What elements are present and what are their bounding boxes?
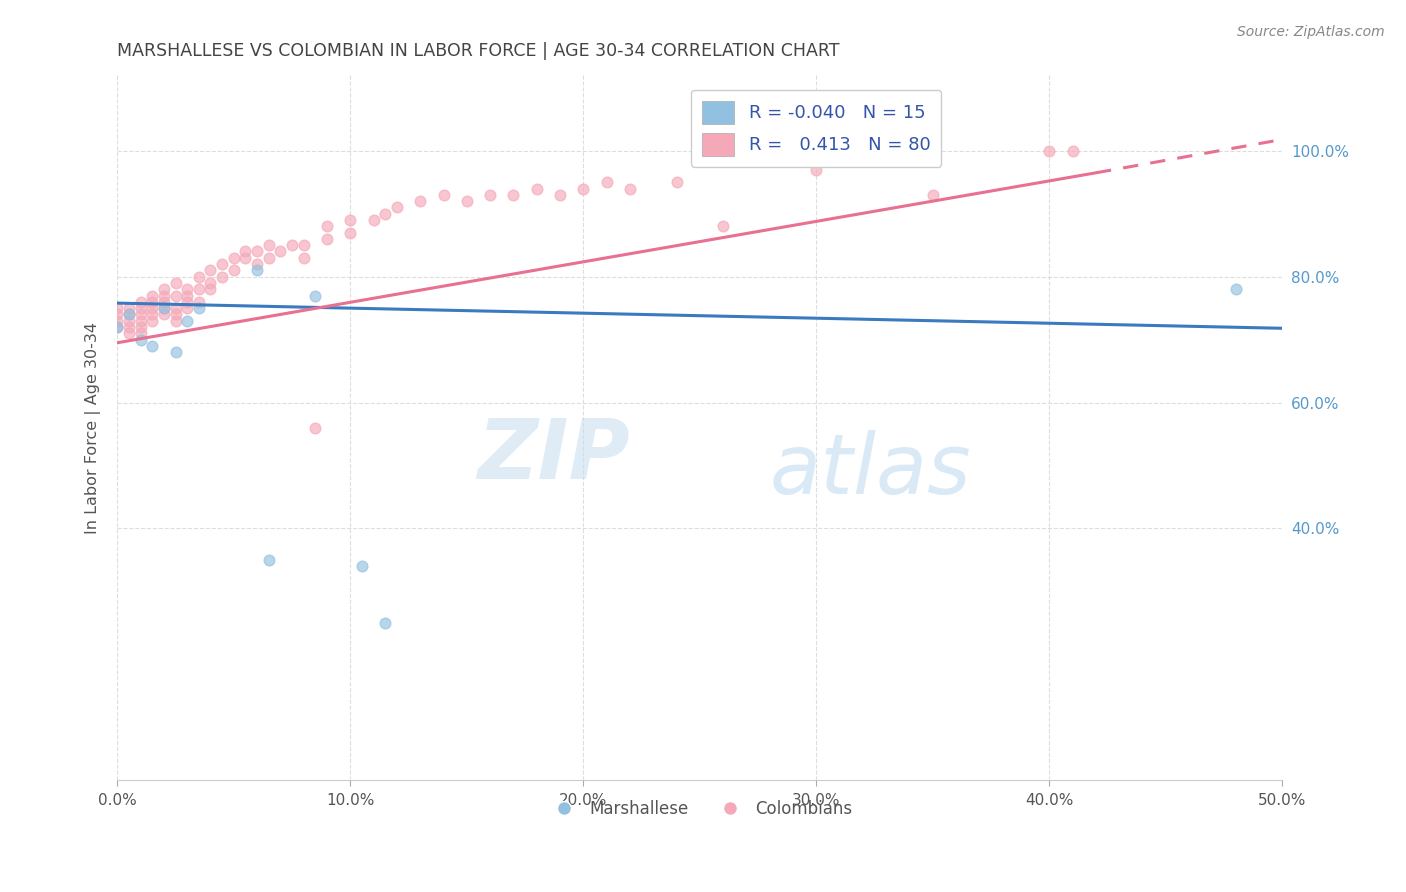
Point: [153, 288, 176, 302]
Point: [105, 320, 128, 334]
Text: atlas: atlas: [770, 430, 972, 510]
Point: [548, 187, 571, 202]
Point: [922, 187, 945, 202]
Point: [1038, 144, 1060, 158]
Point: [374, 615, 396, 630]
Point: [105, 301, 128, 315]
Point: [806, 162, 828, 177]
Point: [385, 201, 408, 215]
Point: [153, 294, 176, 309]
Point: [187, 301, 209, 315]
Point: [118, 326, 141, 341]
Point: [339, 213, 361, 227]
Point: [350, 559, 373, 574]
Point: [235, 244, 257, 259]
Point: [118, 320, 141, 334]
Point: [246, 263, 269, 277]
Point: [129, 326, 152, 341]
Point: [141, 288, 163, 302]
Point: [304, 288, 326, 302]
Point: [200, 276, 222, 290]
Text: MARSHALLESE VS COLOMBIAN IN LABOR FORCE | AGE 30-34 CORRELATION CHART: MARSHALLESE VS COLOMBIAN IN LABOR FORCE …: [117, 42, 839, 60]
Point: [187, 269, 209, 284]
Point: [165, 301, 187, 315]
Legend: Marshallese, Colombians: Marshallese, Colombians: [541, 794, 859, 825]
Point: [129, 301, 152, 315]
Point: [118, 301, 141, 315]
Point: [235, 251, 257, 265]
Point: [619, 181, 641, 195]
Point: [176, 282, 198, 296]
Point: [292, 251, 315, 265]
Point: [165, 276, 187, 290]
Point: [852, 144, 875, 158]
Point: [363, 213, 385, 227]
Point: [165, 345, 187, 359]
Point: [316, 232, 339, 246]
Point: [257, 238, 280, 252]
Point: [165, 288, 187, 302]
Text: ZIP: ZIP: [478, 416, 630, 497]
Point: [316, 219, 339, 234]
Point: [105, 308, 128, 322]
Point: [153, 301, 176, 315]
Point: [665, 175, 688, 189]
Point: [187, 282, 209, 296]
Point: [595, 175, 617, 189]
Point: [257, 553, 280, 567]
Point: [409, 194, 432, 208]
Point: [165, 314, 187, 328]
Point: [211, 269, 233, 284]
Point: [176, 314, 198, 328]
Point: [129, 320, 152, 334]
Point: [374, 207, 396, 221]
Point: [129, 308, 152, 322]
Point: [176, 294, 198, 309]
Point: [187, 294, 209, 309]
Point: [153, 282, 176, 296]
Point: [129, 314, 152, 328]
Point: [176, 288, 198, 302]
Y-axis label: In Labor Force | Age 30-34: In Labor Force | Age 30-34: [86, 322, 101, 533]
Point: [526, 181, 548, 195]
Point: [572, 181, 595, 195]
Point: [176, 301, 198, 315]
Point: [118, 308, 141, 322]
Point: [479, 187, 502, 202]
Point: [257, 251, 280, 265]
Point: [153, 308, 176, 322]
Point: [153, 301, 176, 315]
Point: [200, 263, 222, 277]
Point: [246, 244, 269, 259]
Point: [141, 294, 163, 309]
Point: [129, 294, 152, 309]
Point: [211, 257, 233, 271]
Text: Source: ZipAtlas.com: Source: ZipAtlas.com: [1237, 25, 1385, 39]
Point: [1225, 282, 1247, 296]
Point: [711, 219, 734, 234]
Point: [222, 251, 245, 265]
Point: [118, 308, 141, 322]
Point: [456, 194, 478, 208]
Point: [339, 226, 361, 240]
Point: [105, 314, 128, 328]
Point: [118, 314, 141, 328]
Point: [222, 263, 245, 277]
Point: [269, 244, 291, 259]
Point: [141, 314, 163, 328]
Point: [129, 333, 152, 347]
Point: [281, 238, 304, 252]
Point: [502, 187, 524, 202]
Point: [141, 339, 163, 353]
Point: [292, 238, 315, 252]
Point: [105, 320, 128, 334]
Point: [432, 187, 454, 202]
Point: [304, 421, 326, 435]
Point: [141, 308, 163, 322]
Point: [165, 308, 187, 322]
Point: [246, 257, 269, 271]
Point: [200, 282, 222, 296]
Point: [141, 301, 163, 315]
Point: [1062, 144, 1084, 158]
